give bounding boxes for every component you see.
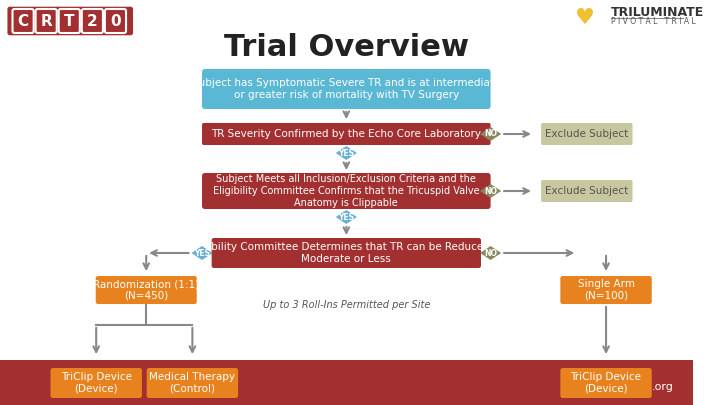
Text: Subject Meets all Inclusion/Exclusion Criteria and the
Eligibility Committee Con: Subject Meets all Inclusion/Exclusion Cr… xyxy=(213,175,480,208)
Text: NO: NO xyxy=(484,249,497,258)
Text: Single Arm
(N=100): Single Arm (N=100) xyxy=(577,279,634,301)
Text: Trial Overview: Trial Overview xyxy=(224,32,469,62)
Text: R: R xyxy=(40,13,52,28)
Text: YES: YES xyxy=(338,149,354,158)
Text: T: T xyxy=(64,13,74,28)
Polygon shape xyxy=(480,184,501,198)
Text: Eligibility Committee Determines that TR can be Reduced to
Moderate or Less: Eligibility Committee Determines that TR… xyxy=(189,242,503,264)
Polygon shape xyxy=(336,210,357,224)
FancyBboxPatch shape xyxy=(541,180,632,202)
Text: Up to 3 Roll-Ins Permitted per Site: Up to 3 Roll-Ins Permitted per Site xyxy=(263,300,430,310)
Text: C: C xyxy=(17,13,29,28)
FancyBboxPatch shape xyxy=(147,368,238,398)
Text: 2: 2 xyxy=(87,13,98,28)
Text: P I V O T A L   T R I A L: P I V O T A L T R I A L xyxy=(611,17,696,26)
FancyBboxPatch shape xyxy=(560,276,652,304)
Text: ♥: ♥ xyxy=(575,8,595,28)
Text: TR Severity Confirmed by the Echo Core Laboratory: TR Severity Confirmed by the Echo Core L… xyxy=(211,129,481,139)
Polygon shape xyxy=(480,246,501,260)
FancyBboxPatch shape xyxy=(59,9,80,33)
Text: 0: 0 xyxy=(110,13,121,28)
Polygon shape xyxy=(336,146,357,160)
FancyBboxPatch shape xyxy=(105,9,126,33)
Text: Exclude Subject: Exclude Subject xyxy=(545,186,629,196)
Text: NO: NO xyxy=(484,130,497,139)
Text: YES: YES xyxy=(338,213,354,222)
Text: .org: .org xyxy=(652,382,673,392)
Text: TRILUMINATE: TRILUMINATE xyxy=(611,6,704,19)
FancyBboxPatch shape xyxy=(12,9,34,33)
FancyBboxPatch shape xyxy=(96,276,197,304)
FancyBboxPatch shape xyxy=(541,123,632,145)
Text: Randomization (1:1)
(N=450): Randomization (1:1) (N=450) xyxy=(93,279,199,301)
Text: TriClip Device
(Device): TriClip Device (Device) xyxy=(60,372,132,394)
FancyBboxPatch shape xyxy=(202,173,490,209)
Polygon shape xyxy=(480,127,501,141)
Polygon shape xyxy=(192,246,212,260)
FancyBboxPatch shape xyxy=(82,9,103,33)
Text: Medical Therapy
(Control): Medical Therapy (Control) xyxy=(149,372,235,394)
FancyBboxPatch shape xyxy=(202,69,490,109)
Text: TriClip Device
(Device): TriClip Device (Device) xyxy=(570,372,642,394)
FancyBboxPatch shape xyxy=(212,238,481,268)
FancyBboxPatch shape xyxy=(35,9,57,33)
FancyBboxPatch shape xyxy=(6,6,134,36)
Text: Subject has Symptomatic Severe TR and is at intermediate
or greater risk of mort: Subject has Symptomatic Severe TR and is… xyxy=(192,78,500,100)
Text: NO: NO xyxy=(484,186,497,196)
FancyBboxPatch shape xyxy=(50,368,142,398)
FancyBboxPatch shape xyxy=(202,123,490,145)
Text: Exclude Subject: Exclude Subject xyxy=(545,129,629,139)
Bar xyxy=(0,360,693,405)
FancyBboxPatch shape xyxy=(560,368,652,398)
Text: YES: YES xyxy=(194,249,210,258)
